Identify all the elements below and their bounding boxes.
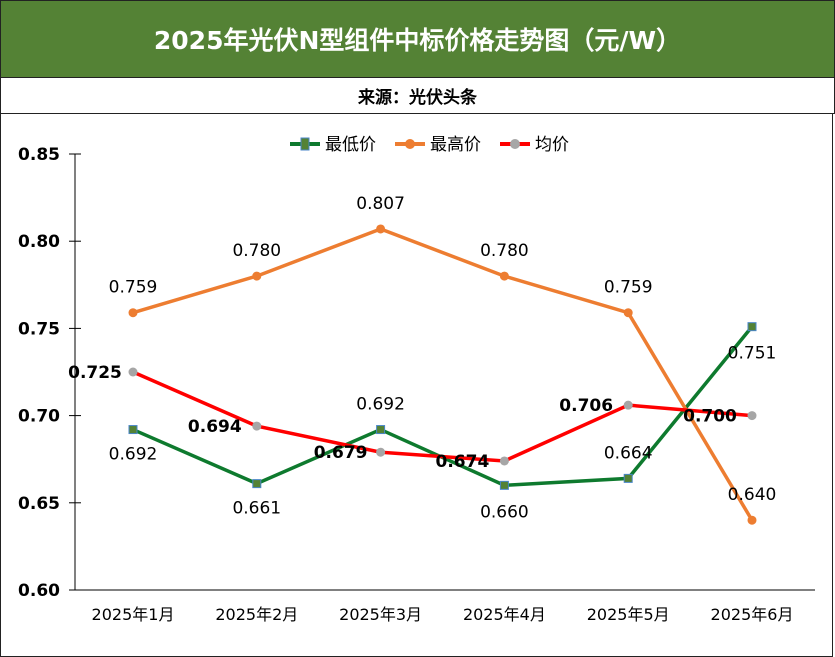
data-point (252, 271, 262, 281)
data-label: 0.725 (68, 363, 122, 383)
data-label: 0.679 (314, 443, 368, 463)
y-tick-label: 0.85 (18, 145, 60, 165)
x-tick-label: 2025年3月 (339, 605, 422, 624)
legend-label: 均价 (535, 135, 569, 155)
data-label: 0.700 (683, 407, 737, 427)
data-point (747, 322, 757, 332)
data-point (128, 367, 138, 377)
x-tick-label: 2025年2月 (215, 605, 298, 624)
data-point (623, 308, 633, 318)
data-label: 0.780 (232, 241, 281, 261)
data-point (376, 224, 386, 234)
legend-label: 最低价 (325, 135, 376, 155)
data-point (747, 411, 757, 421)
data-point (128, 308, 138, 318)
data-point (376, 425, 386, 435)
data-point (252, 421, 262, 431)
data-point (499, 271, 509, 281)
data-label: 0.751 (728, 344, 777, 364)
data-label: 0.706 (559, 396, 613, 416)
x-tick-label: 2025年4月 (463, 605, 546, 624)
line-chart: 0.60 0.65 0.70 0.75 0.80 0.85 2025年1月 2025年2月 20… (0, 113, 833, 657)
data-label: 0.759 (109, 278, 158, 298)
legend-marker (510, 139, 520, 149)
data-label: 0.759 (604, 278, 653, 298)
data-label: 0.692 (356, 395, 405, 415)
data-label: 0.640 (728, 485, 777, 505)
data-point (499, 480, 509, 490)
data-label: 0.807 (356, 194, 405, 214)
legend-marker (300, 137, 310, 151)
y-tick-label: 0.65 (18, 494, 60, 514)
y-tick-label: 0.70 (18, 407, 60, 427)
x-tick-label: 2025年5月 (587, 605, 670, 624)
x-tick-label: 2025年1月 (92, 605, 175, 624)
data-point (499, 456, 509, 466)
series-line (132, 227, 754, 522)
chart-source: 来源：光伏头条 (0, 77, 835, 114)
data-label: 0.694 (188, 417, 242, 437)
data-point (747, 515, 757, 525)
series-line (132, 370, 753, 463)
legend-label: 最高价 (430, 135, 481, 155)
y-tick-label: 0.60 (18, 581, 60, 601)
data-point (376, 447, 386, 457)
data-label: 0.692 (109, 445, 158, 465)
data-point (623, 400, 633, 410)
data-label: 0.660 (480, 502, 529, 522)
data-point (252, 479, 262, 489)
data-label: 0.780 (480, 241, 529, 261)
data-label: 0.664 (604, 443, 653, 463)
legend-marker (405, 139, 415, 149)
data-point (623, 473, 633, 483)
y-tick-label: 0.80 (18, 232, 60, 252)
y-tick-label: 0.75 (18, 319, 60, 339)
data-point (128, 425, 138, 435)
data-label: 0.674 (436, 452, 490, 472)
chart-title: 2025年光伏N型组件中标价格走势图（元/W） (0, 0, 835, 78)
chart-frame (0, 113, 833, 657)
x-tick-label: 2025年6月 (711, 605, 794, 624)
data-label: 0.661 (232, 499, 281, 519)
